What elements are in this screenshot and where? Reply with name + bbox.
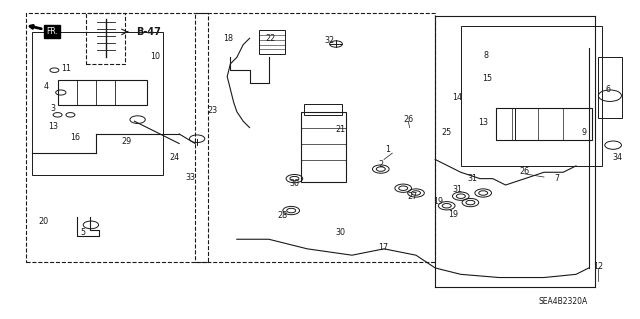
- Text: 5: 5: [81, 228, 86, 237]
- Text: 29: 29: [122, 137, 132, 146]
- Text: 20: 20: [38, 217, 49, 226]
- Text: 10: 10: [150, 52, 160, 61]
- Text: 4: 4: [44, 82, 49, 91]
- Text: 26: 26: [403, 115, 413, 124]
- Text: 31: 31: [467, 174, 477, 182]
- Text: 28: 28: [278, 211, 288, 220]
- Text: 33: 33: [186, 173, 196, 182]
- Text: 14: 14: [452, 93, 463, 102]
- Text: 25: 25: [442, 128, 452, 137]
- Text: 13: 13: [48, 122, 58, 130]
- Bar: [32, 32, 163, 175]
- Text: 22: 22: [266, 34, 276, 43]
- Text: 19: 19: [433, 197, 444, 206]
- Bar: [461, 26, 602, 166]
- Text: 30: 30: [289, 179, 300, 188]
- Bar: [195, 13, 435, 262]
- Text: 17: 17: [378, 243, 388, 252]
- Text: 9: 9: [581, 128, 586, 137]
- Text: 15: 15: [483, 74, 493, 83]
- Text: 8: 8: [484, 51, 489, 60]
- Text: 19: 19: [448, 210, 458, 219]
- Text: 2: 2: [378, 160, 383, 169]
- Text: 16: 16: [70, 133, 81, 142]
- Text: 32: 32: [324, 36, 335, 45]
- Text: FR.: FR.: [30, 26, 58, 36]
- Bar: [259, 30, 285, 54]
- Text: 34: 34: [612, 153, 623, 162]
- Text: 11: 11: [61, 64, 71, 73]
- Bar: [304, 104, 342, 115]
- Text: 30: 30: [335, 228, 346, 237]
- Text: 21: 21: [335, 125, 346, 134]
- Bar: [301, 112, 346, 182]
- Text: 3: 3: [51, 104, 56, 113]
- Text: 24: 24: [169, 153, 179, 162]
- Text: SEA4B2320A: SEA4B2320A: [539, 297, 588, 306]
- Bar: [86, 13, 125, 64]
- Bar: [598, 57, 622, 118]
- Text: 1: 1: [385, 145, 390, 154]
- Text: 7: 7: [554, 174, 559, 183]
- Bar: [496, 108, 515, 140]
- Text: 6: 6: [605, 85, 611, 94]
- Text: 13: 13: [478, 118, 488, 127]
- Text: 31: 31: [452, 185, 463, 194]
- Bar: [58, 80, 147, 105]
- Text: 26: 26: [520, 167, 530, 176]
- Bar: [26, 13, 208, 262]
- Text: 18: 18: [223, 34, 233, 43]
- Text: 12: 12: [593, 262, 604, 271]
- Text: B-47: B-47: [136, 27, 161, 37]
- Bar: [496, 108, 592, 140]
- Text: 27: 27: [408, 192, 418, 201]
- Text: 23: 23: [207, 106, 218, 115]
